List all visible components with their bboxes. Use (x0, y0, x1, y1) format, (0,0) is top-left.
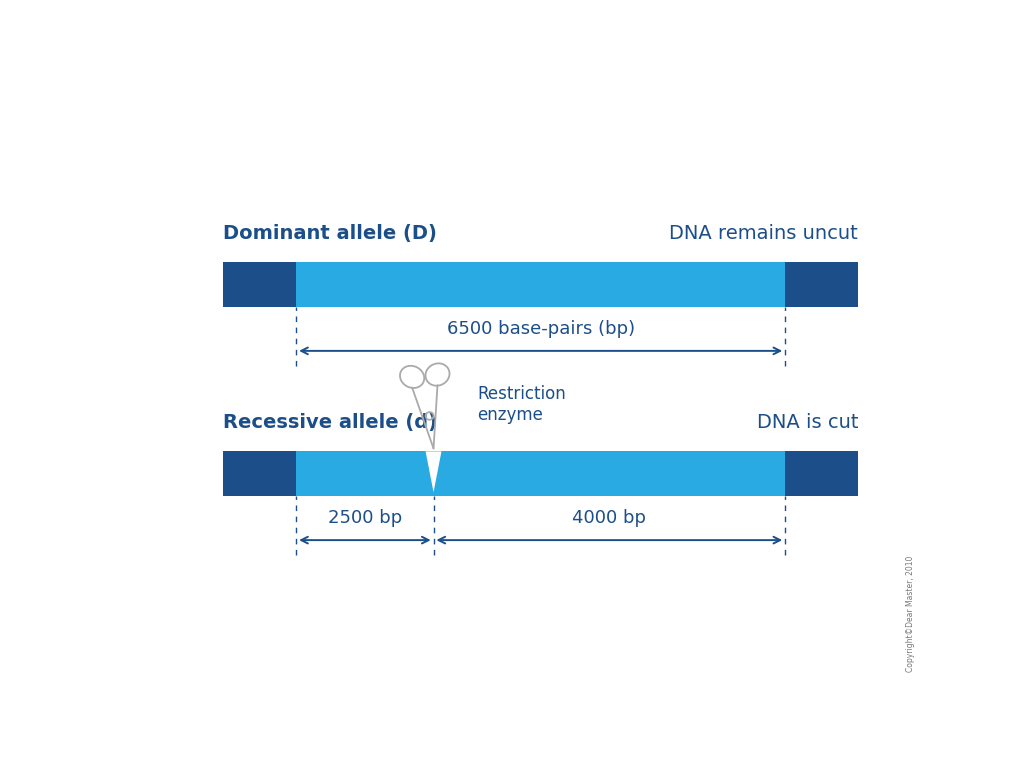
Bar (785, 262, 858, 306)
Text: 6500 base-pairs (bp): 6500 base-pairs (bp) (446, 319, 635, 338)
Text: Copyright©Dear Master, 2010: Copyright©Dear Master, 2010 (906, 555, 915, 672)
Text: Dominant allele (D): Dominant allele (D) (223, 224, 437, 243)
Bar (223, 262, 296, 306)
Text: 4000 bp: 4000 bp (572, 509, 646, 527)
Text: DNA remains uncut: DNA remains uncut (670, 224, 858, 243)
Text: DNA is cut: DNA is cut (757, 413, 858, 432)
Bar (785, 452, 858, 496)
Bar (296, 262, 785, 306)
Bar (296, 452, 433, 496)
Bar (223, 452, 296, 496)
Text: 2500 bp: 2500 bp (328, 509, 402, 527)
Bar (433, 452, 785, 496)
Polygon shape (426, 452, 441, 492)
Polygon shape (296, 452, 441, 496)
Text: Restriction
enzyme: Restriction enzyme (477, 385, 566, 423)
Text: Recessive allele (d): Recessive allele (d) (223, 413, 437, 432)
